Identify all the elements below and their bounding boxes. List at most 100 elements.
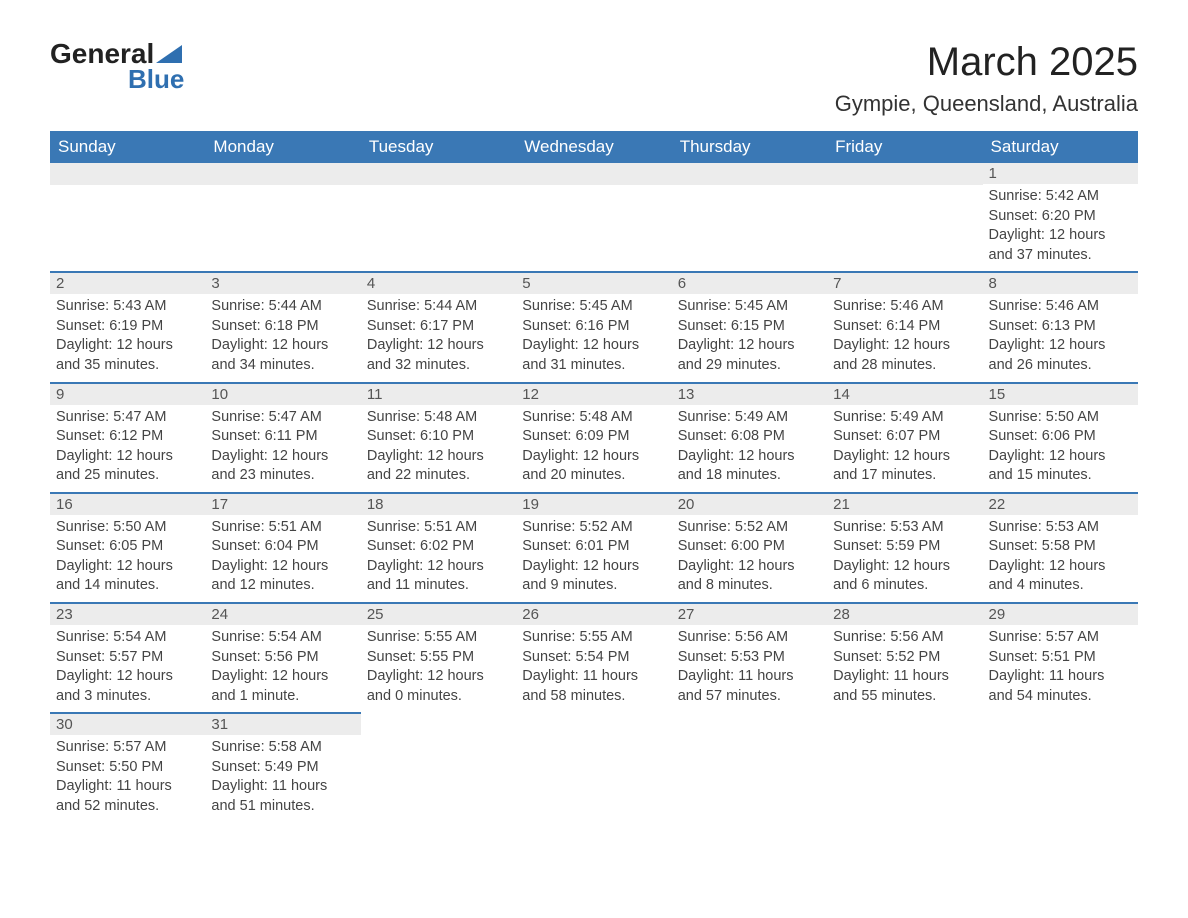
- daylight-text: Daylight: 12 hours and 26 minutes.: [989, 336, 1132, 375]
- day-body: Sunrise: 5:54 AMSunset: 5:57 PMDaylight:…: [50, 625, 205, 712]
- sunset-text: Sunset: 5:49 PM: [211, 758, 354, 778]
- day-number: 5: [516, 273, 671, 294]
- sunrise-text: Sunrise: 5:47 AM: [56, 408, 199, 428]
- day-body: [827, 185, 982, 257]
- calendar-cell: 6Sunrise: 5:45 AMSunset: 6:15 PMDaylight…: [672, 272, 827, 382]
- sunrise-text: Sunrise: 5:52 AM: [522, 518, 665, 538]
- sunset-text: Sunset: 6:02 PM: [367, 537, 510, 557]
- day-body: Sunrise: 5:49 AMSunset: 6:08 PMDaylight:…: [672, 405, 827, 492]
- day-number: 19: [516, 494, 671, 515]
- day-number: 21: [827, 494, 982, 515]
- sunrise-text: Sunrise: 5:51 AM: [211, 518, 354, 538]
- sunset-text: Sunset: 6:16 PM: [522, 317, 665, 337]
- day-number: [516, 163, 671, 185]
- day-body: [827, 735, 982, 807]
- daylight-text: Daylight: 12 hours and 35 minutes.: [56, 336, 199, 375]
- day-number: 18: [361, 494, 516, 515]
- daylight-text: Daylight: 11 hours and 51 minutes.: [211, 777, 354, 816]
- sunset-text: Sunset: 6:06 PM: [989, 427, 1132, 447]
- sunset-text: Sunset: 6:13 PM: [989, 317, 1132, 337]
- day-body: Sunrise: 5:53 AMSunset: 5:58 PMDaylight:…: [983, 515, 1138, 602]
- day-body: [205, 185, 360, 257]
- daylight-text: Daylight: 12 hours and 1 minute.: [211, 667, 354, 706]
- day-body: Sunrise: 5:58 AMSunset: 5:49 PMDaylight:…: [205, 735, 360, 822]
- calendar-cell: 25Sunrise: 5:55 AMSunset: 5:55 PMDayligh…: [361, 603, 516, 713]
- daylight-text: Daylight: 12 hours and 11 minutes.: [367, 557, 510, 596]
- sunset-text: Sunset: 6:05 PM: [56, 537, 199, 557]
- day-number: 23: [50, 604, 205, 625]
- sunset-text: Sunset: 6:17 PM: [367, 317, 510, 337]
- day-number: 30: [50, 714, 205, 735]
- day-number: [205, 163, 360, 185]
- calendar-cell: 14Sunrise: 5:49 AMSunset: 6:07 PMDayligh…: [827, 383, 982, 493]
- day-number: 22: [983, 494, 1138, 515]
- sunset-text: Sunset: 5:57 PM: [56, 648, 199, 668]
- daylight-text: Daylight: 11 hours and 58 minutes.: [522, 667, 665, 706]
- sunset-text: Sunset: 5:55 PM: [367, 648, 510, 668]
- sunrise-text: Sunrise: 5:48 AM: [367, 408, 510, 428]
- calendar-cell: [983, 713, 1138, 822]
- sunrise-text: Sunrise: 5:44 AM: [211, 297, 354, 317]
- sunrise-text: Sunrise: 5:55 AM: [367, 628, 510, 648]
- day-number: [672, 713, 827, 735]
- calendar-header-row: Sunday Monday Tuesday Wednesday Thursday…: [50, 131, 1138, 163]
- sunset-text: Sunset: 5:59 PM: [833, 537, 976, 557]
- calendar-cell: 19Sunrise: 5:52 AMSunset: 6:01 PMDayligh…: [516, 493, 671, 603]
- daylight-text: Daylight: 12 hours and 32 minutes.: [367, 336, 510, 375]
- sunrise-text: Sunrise: 5:50 AM: [56, 518, 199, 538]
- day-number: [516, 713, 671, 735]
- day-body: Sunrise: 5:55 AMSunset: 5:54 PMDaylight:…: [516, 625, 671, 712]
- calendar-cell: 13Sunrise: 5:49 AMSunset: 6:08 PMDayligh…: [672, 383, 827, 493]
- calendar-cell: 18Sunrise: 5:51 AMSunset: 6:02 PMDayligh…: [361, 493, 516, 603]
- day-body: Sunrise: 5:47 AMSunset: 6:11 PMDaylight:…: [205, 405, 360, 492]
- sunrise-text: Sunrise: 5:45 AM: [678, 297, 821, 317]
- day-body: Sunrise: 5:52 AMSunset: 6:01 PMDaylight:…: [516, 515, 671, 602]
- day-body: Sunrise: 5:46 AMSunset: 6:14 PMDaylight:…: [827, 294, 982, 381]
- calendar-cell: 31Sunrise: 5:58 AMSunset: 5:49 PMDayligh…: [205, 713, 360, 822]
- daylight-text: Daylight: 12 hours and 12 minutes.: [211, 557, 354, 596]
- daylight-text: Daylight: 12 hours and 28 minutes.: [833, 336, 976, 375]
- day-body: [672, 735, 827, 807]
- weekday-header: Tuesday: [361, 131, 516, 163]
- day-number: 13: [672, 384, 827, 405]
- daylight-text: Daylight: 12 hours and 18 minutes.: [678, 447, 821, 486]
- daylight-text: Daylight: 12 hours and 6 minutes.: [833, 557, 976, 596]
- sunset-text: Sunset: 6:19 PM: [56, 317, 199, 337]
- day-number: 7: [827, 273, 982, 294]
- day-body: Sunrise: 5:43 AMSunset: 6:19 PMDaylight:…: [50, 294, 205, 381]
- day-body: Sunrise: 5:45 AMSunset: 6:15 PMDaylight:…: [672, 294, 827, 381]
- calendar-cell: [827, 713, 982, 822]
- day-number: 16: [50, 494, 205, 515]
- daylight-text: Daylight: 12 hours and 3 minutes.: [56, 667, 199, 706]
- calendar-cell: 20Sunrise: 5:52 AMSunset: 6:00 PMDayligh…: [672, 493, 827, 603]
- sunrise-text: Sunrise: 5:46 AM: [833, 297, 976, 317]
- sunset-text: Sunset: 6:01 PM: [522, 537, 665, 557]
- sunset-text: Sunset: 5:58 PM: [989, 537, 1132, 557]
- sunset-text: Sunset: 6:04 PM: [211, 537, 354, 557]
- daylight-text: Daylight: 12 hours and 34 minutes.: [211, 336, 354, 375]
- daylight-text: Daylight: 12 hours and 37 minutes.: [989, 226, 1132, 265]
- day-body: [361, 185, 516, 257]
- day-body: Sunrise: 5:55 AMSunset: 5:55 PMDaylight:…: [361, 625, 516, 712]
- sunrise-text: Sunrise: 5:50 AM: [989, 408, 1132, 428]
- day-number: 26: [516, 604, 671, 625]
- sunrise-text: Sunrise: 5:48 AM: [522, 408, 665, 428]
- weekday-header: Wednesday: [516, 131, 671, 163]
- sunrise-text: Sunrise: 5:55 AM: [522, 628, 665, 648]
- day-body: Sunrise: 5:49 AMSunset: 6:07 PMDaylight:…: [827, 405, 982, 492]
- logo: General Blue: [50, 40, 184, 92]
- sunrise-text: Sunrise: 5:46 AM: [989, 297, 1132, 317]
- calendar-cell: 4Sunrise: 5:44 AMSunset: 6:17 PMDaylight…: [361, 272, 516, 382]
- day-body: Sunrise: 5:47 AMSunset: 6:12 PMDaylight:…: [50, 405, 205, 492]
- daylight-text: Daylight: 11 hours and 52 minutes.: [56, 777, 199, 816]
- sunset-text: Sunset: 6:00 PM: [678, 537, 821, 557]
- sunset-text: Sunset: 6:20 PM: [989, 207, 1132, 227]
- calendar-table: Sunday Monday Tuesday Wednesday Thursday…: [50, 131, 1138, 823]
- day-number: [361, 713, 516, 735]
- day-body: Sunrise: 5:42 AMSunset: 6:20 PMDaylight:…: [983, 184, 1138, 271]
- weekday-header: Sunday: [50, 131, 205, 163]
- weekday-header: Saturday: [983, 131, 1138, 163]
- sunset-text: Sunset: 5:51 PM: [989, 648, 1132, 668]
- calendar-cell: 22Sunrise: 5:53 AMSunset: 5:58 PMDayligh…: [983, 493, 1138, 603]
- day-number: 27: [672, 604, 827, 625]
